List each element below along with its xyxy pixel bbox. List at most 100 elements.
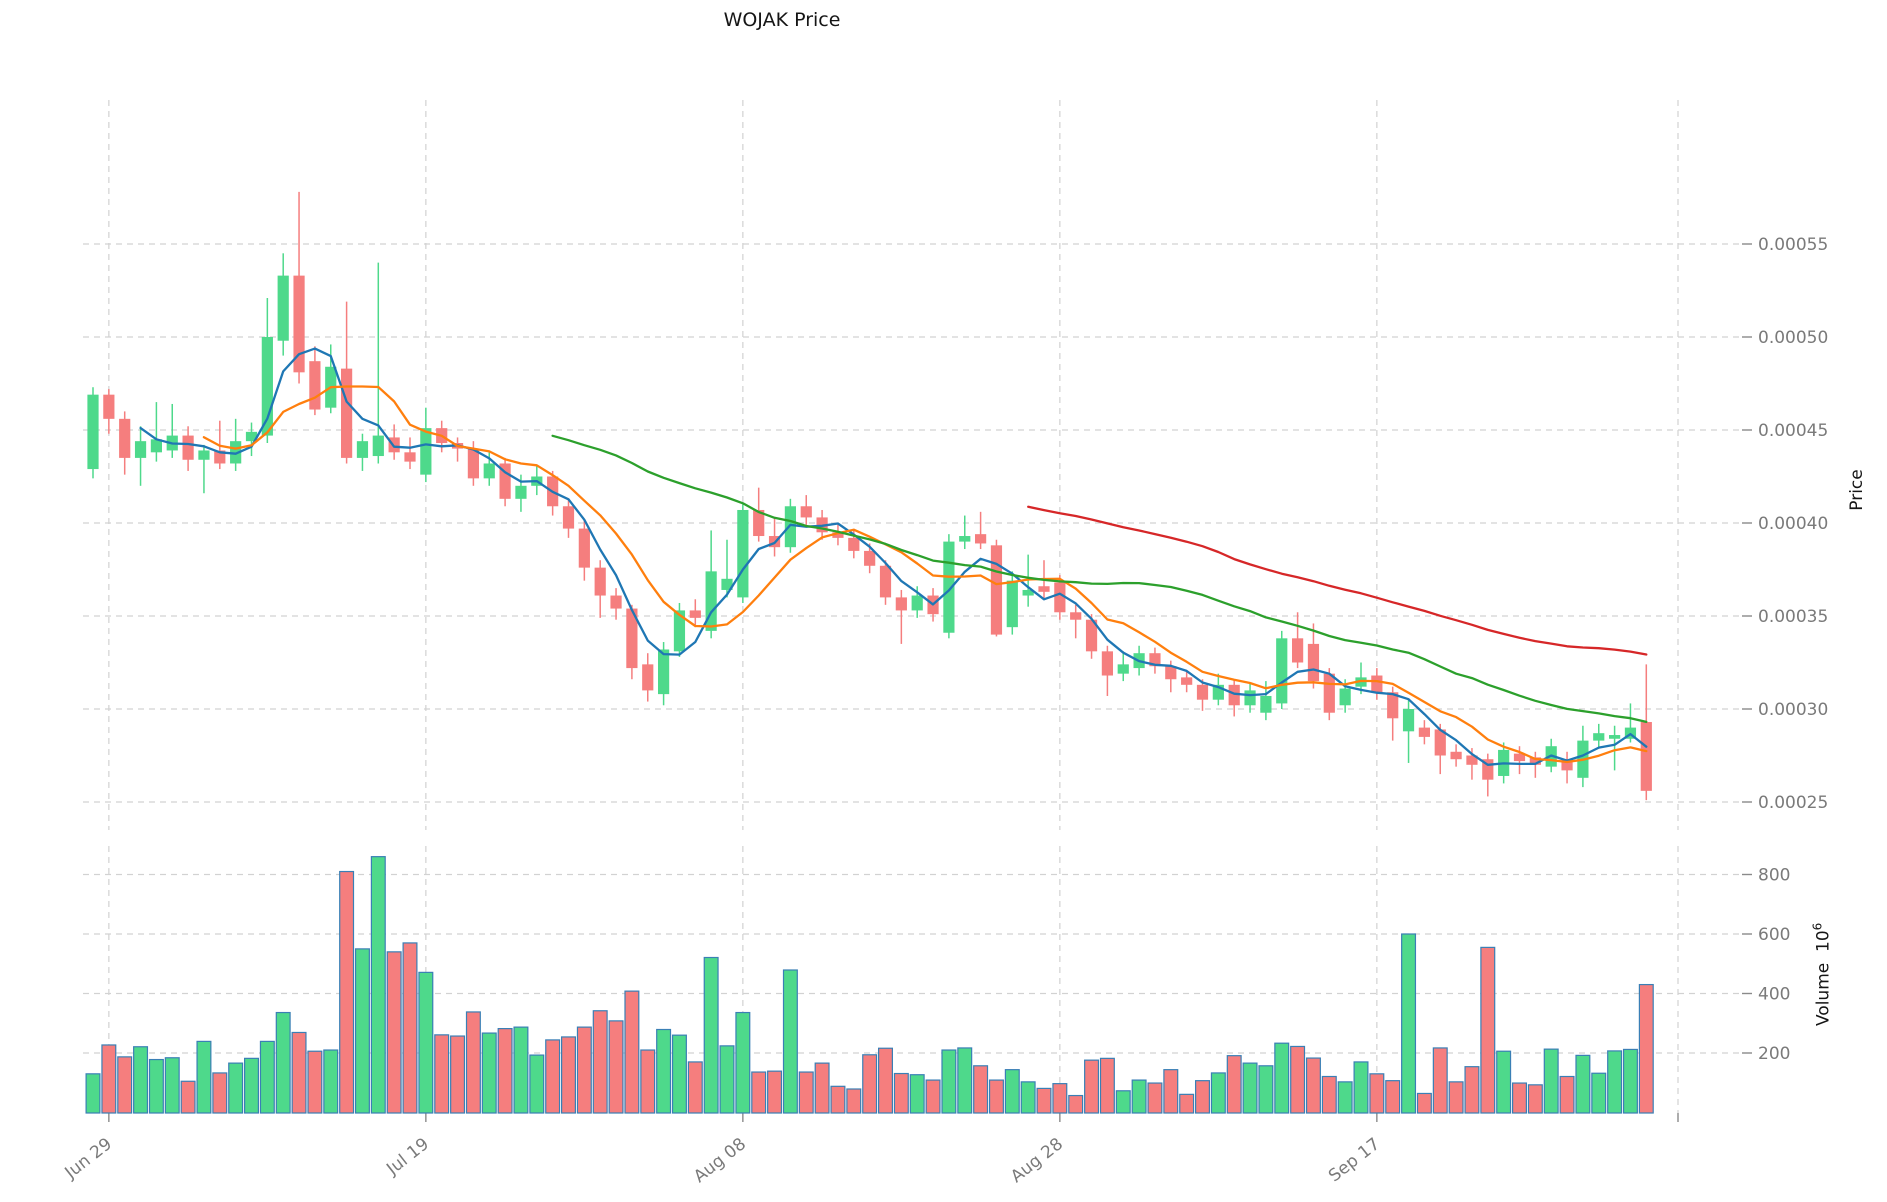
volume-bar xyxy=(1258,1065,1274,1114)
candle-body xyxy=(499,463,511,499)
volume-bar xyxy=(957,1047,973,1114)
candle-body xyxy=(721,578,733,590)
candle-body xyxy=(1418,727,1430,737)
volume-bar xyxy=(244,1057,260,1114)
volume-bar xyxy=(434,1034,450,1114)
candle-body xyxy=(1307,643,1320,682)
volume-bar xyxy=(354,948,370,1114)
candle-body xyxy=(309,361,321,410)
volume-bar xyxy=(386,951,402,1114)
candle-body xyxy=(1323,673,1335,713)
volume-bar xyxy=(1591,1072,1607,1114)
volume-bar xyxy=(1622,1048,1638,1114)
volume-bar xyxy=(877,1047,893,1114)
candle-body xyxy=(864,550,876,566)
candle-body xyxy=(895,597,907,611)
volume-bar xyxy=(196,1040,212,1114)
candle-body xyxy=(1212,684,1224,700)
candle-body xyxy=(372,435,384,457)
volume-bar xyxy=(1527,1084,1543,1114)
volume-bar xyxy=(1480,946,1496,1114)
volume-bar xyxy=(1337,1081,1353,1114)
candle-body xyxy=(182,435,194,460)
volume-bar xyxy=(988,1079,1004,1114)
volume-bar xyxy=(1511,1082,1527,1114)
date-tick-label: Jun 29 xyxy=(61,1134,116,1183)
candle-body xyxy=(1513,753,1526,762)
candle-body xyxy=(848,537,860,551)
candle-body xyxy=(1640,722,1652,791)
volume-bar xyxy=(1068,1094,1084,1114)
candle-body xyxy=(610,595,622,609)
volume-bar xyxy=(1305,1057,1321,1114)
candle-body xyxy=(214,450,226,464)
volume-bar xyxy=(370,856,386,1114)
volume-bar xyxy=(1290,1045,1306,1114)
volume-bar xyxy=(909,1074,925,1114)
volume-bar xyxy=(1179,1093,1195,1114)
volume-bar xyxy=(212,1072,228,1114)
candle-body xyxy=(1593,733,1605,741)
candle-body xyxy=(705,571,717,631)
volume-tick-label: 200 xyxy=(1758,1044,1790,1064)
volume-bar xyxy=(1242,1062,1258,1114)
volume-bar xyxy=(1226,1055,1242,1114)
candle-body xyxy=(737,509,749,598)
candle-body xyxy=(1561,759,1573,771)
ma-30-line xyxy=(551,434,1648,724)
candle-body xyxy=(1070,612,1082,620)
candle-body xyxy=(594,567,606,596)
candle-body xyxy=(1038,586,1050,592)
candle-body xyxy=(1165,666,1177,680)
volume-bar xyxy=(133,1046,149,1114)
volume-bar xyxy=(1559,1075,1575,1114)
volume-bar xyxy=(1543,1048,1559,1114)
date-tick-label: Sep 17 xyxy=(1325,1134,1384,1186)
volume-bar xyxy=(1194,1080,1210,1114)
candle-body xyxy=(515,485,527,499)
volume-bar xyxy=(291,1031,307,1114)
candle-body xyxy=(943,541,955,633)
candle-body xyxy=(1402,709,1415,732)
candle-body xyxy=(150,439,162,453)
candle-body xyxy=(230,441,242,464)
candle-body xyxy=(879,565,892,598)
candle-body xyxy=(1450,751,1462,760)
volume-bar xyxy=(307,1050,323,1114)
candle-body xyxy=(1101,651,1113,676)
volume-bar xyxy=(1274,1042,1290,1114)
volume-bar xyxy=(275,1011,291,1114)
volume-bar xyxy=(893,1072,909,1114)
candle-body xyxy=(753,509,765,537)
candle-body xyxy=(1529,757,1541,765)
candle-body xyxy=(800,506,812,518)
volume-tick-label: 600 xyxy=(1758,925,1790,945)
candle-body xyxy=(245,431,258,442)
volume-bar xyxy=(1052,1083,1068,1114)
candle-body xyxy=(673,610,686,652)
volume-bar xyxy=(830,1085,846,1114)
candle-body xyxy=(562,506,575,529)
volume-bar xyxy=(560,1036,576,1114)
candle-body xyxy=(1022,589,1034,596)
candle-body xyxy=(1244,690,1256,706)
price-tick-label: 0.00035 xyxy=(1758,607,1828,627)
candle-body xyxy=(103,394,115,419)
volume-bar xyxy=(671,1034,687,1114)
volume-bar xyxy=(1496,1050,1512,1114)
price-axis-title: Price xyxy=(1847,469,1867,511)
volume-tick-label: 800 xyxy=(1758,866,1790,886)
candle-body xyxy=(1339,688,1351,706)
volume-bar xyxy=(703,956,719,1114)
volume-bar xyxy=(1416,1092,1432,1114)
volume-bar xyxy=(497,1028,513,1114)
volume-bar xyxy=(656,1028,672,1114)
price-tick-label: 0.00045 xyxy=(1758,421,1828,441)
candle-body xyxy=(642,664,654,691)
volume-bar xyxy=(259,1040,275,1114)
price-tick-label: 0.00040 xyxy=(1758,514,1828,534)
volume-bar xyxy=(1099,1057,1115,1114)
candle-body xyxy=(1117,664,1129,674)
volume-bar xyxy=(1321,1075,1337,1114)
